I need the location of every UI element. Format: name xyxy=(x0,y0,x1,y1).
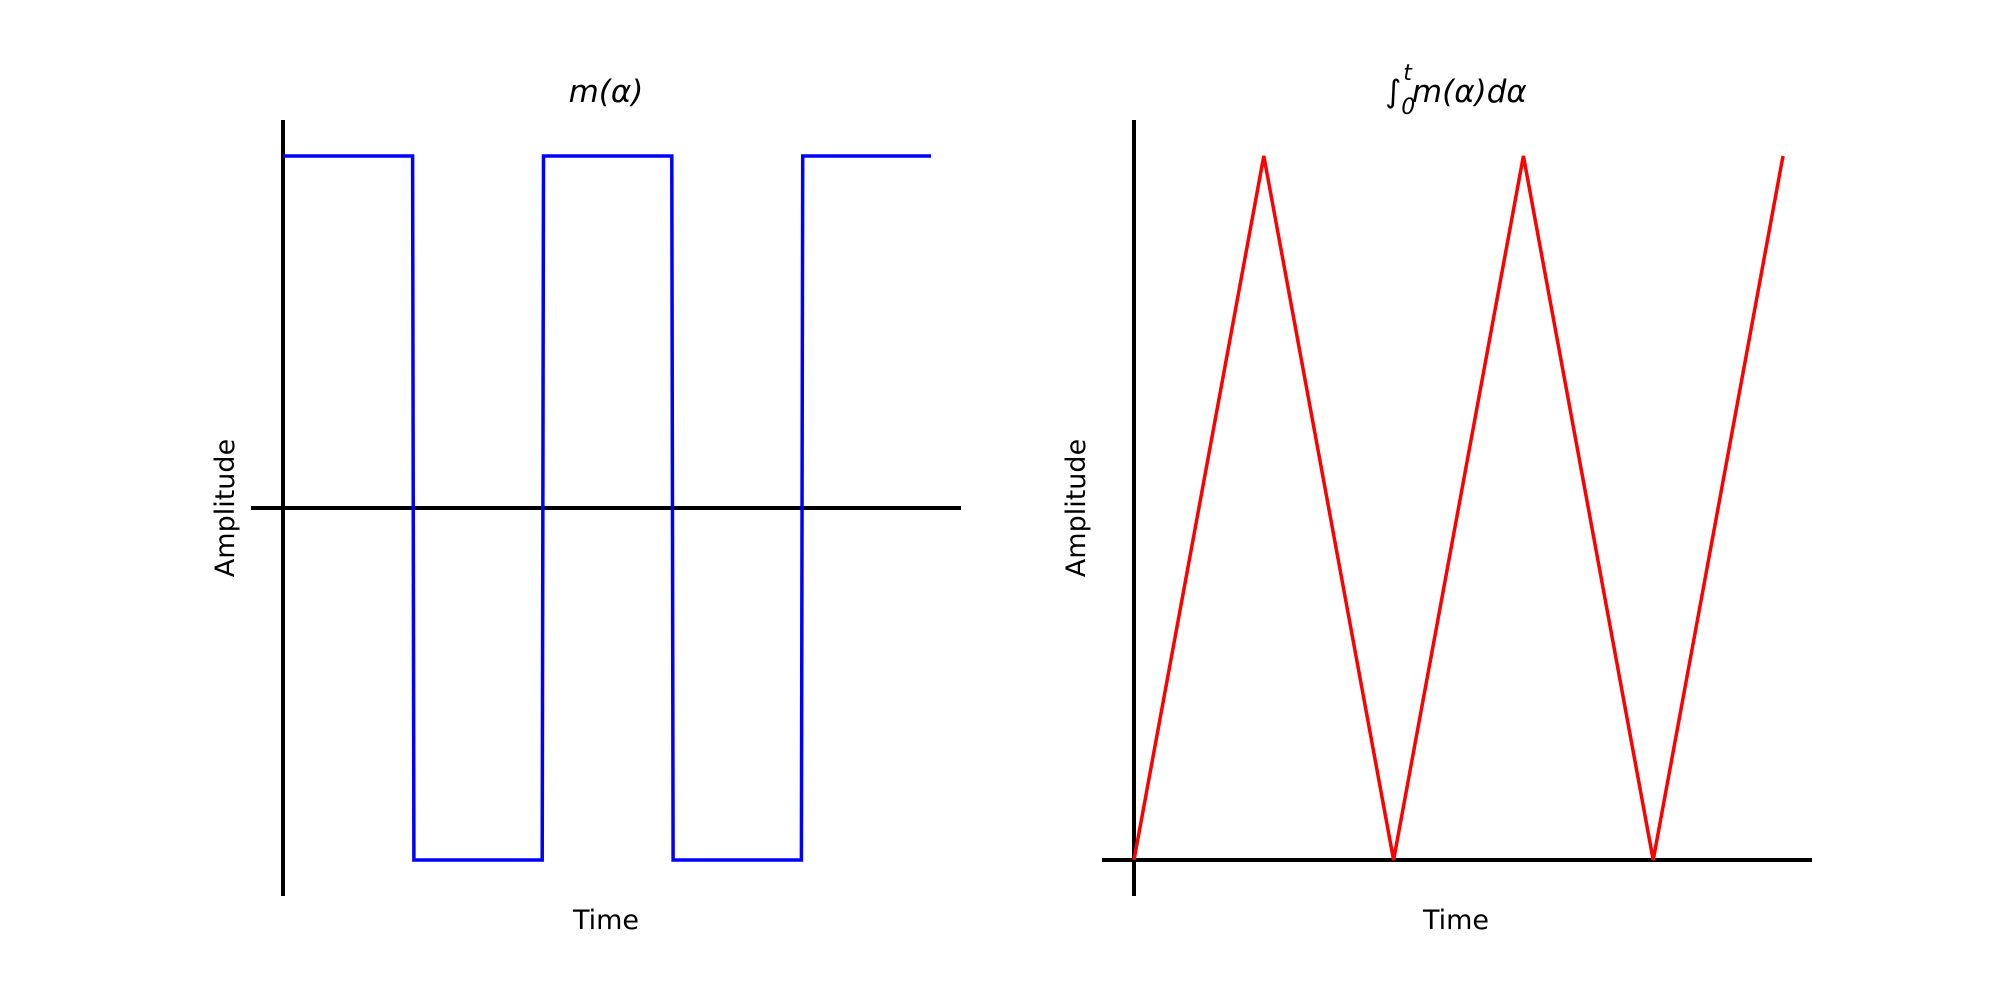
integral-lower-limit: 0 xyxy=(1401,95,1415,120)
right-chart: ∫0 tm(α)dα Time Amplitude xyxy=(1061,61,1812,936)
right-triangle-wave-line xyxy=(1132,155,1785,861)
left-chart: m(α) Time Amplitude xyxy=(210,74,961,936)
right-chart-title: ∫0 tm(α)dα xyxy=(1385,61,1527,120)
left-chart-title: m(α) xyxy=(569,74,644,110)
integral-body: m(α)dα xyxy=(1412,74,1527,110)
right-y-label: Amplitude xyxy=(1061,439,1092,577)
right-x-label: Time xyxy=(1422,905,1489,936)
integral-sign: ∫ xyxy=(1385,74,1401,110)
left-x-label: Time xyxy=(572,905,639,936)
left-y-label: Amplitude xyxy=(210,439,241,577)
left-square-wave-line xyxy=(283,154,931,862)
integral-upper-limit: t xyxy=(1403,61,1413,86)
